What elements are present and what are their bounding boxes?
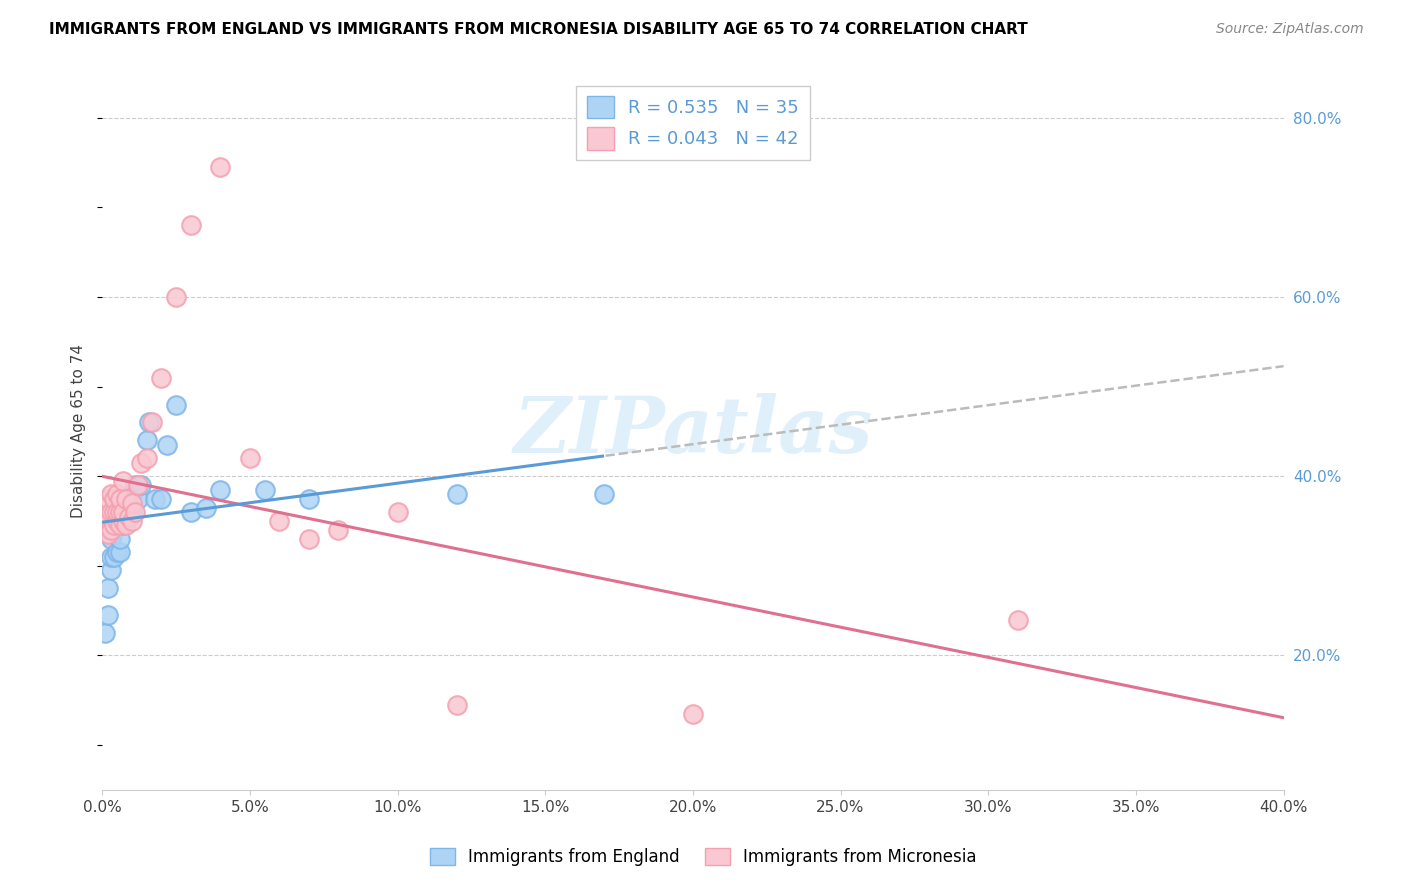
Point [97,509,120,524]
Point [209,160,232,174]
Point [118,509,141,524]
Point [129,456,152,470]
Point [100,523,122,537]
Legend: R = 0.535   N = 35, R = 0.043   N = 42: R = 0.535 N = 35, R = 0.043 N = 42 [576,86,810,161]
Point [94,509,117,524]
Point [328,523,350,537]
Point [121,496,143,510]
Point [111,514,134,528]
Point [135,451,157,466]
Point [593,487,616,501]
Point [111,518,134,533]
Point [97,527,120,541]
Point [180,505,202,519]
Point [145,491,167,506]
Y-axis label: Disability Age 65 to 74: Disability Age 65 to 74 [72,344,86,518]
Point [127,491,149,506]
Text: ZIPatlas: ZIPatlas [513,393,873,470]
Point [100,549,122,564]
Point [111,491,134,506]
Point [298,491,321,506]
Point [103,523,125,537]
Point [111,509,134,524]
Legend: Immigrants from England, Immigrants from Micronesia: Immigrants from England, Immigrants from… [423,841,983,873]
Point [156,438,179,452]
Point [180,219,202,233]
Point [115,518,138,533]
Point [129,478,152,492]
Point [253,483,276,497]
Point [105,545,128,559]
Point [97,581,120,595]
Point [121,514,143,528]
Point [97,608,120,623]
Point [165,290,187,304]
Point [100,505,122,519]
Point [446,698,468,712]
Point [105,514,128,528]
Point [150,491,173,506]
Point [100,487,122,501]
Point [111,474,134,488]
Point [194,500,217,515]
Point [165,398,187,412]
Point [111,505,134,519]
Point [108,532,131,546]
Point [103,505,125,519]
Point [446,487,468,501]
Point [239,451,262,466]
Point [298,532,321,546]
Point [118,496,141,510]
Point [127,478,149,492]
Point [124,505,146,519]
Text: Source: ZipAtlas.com: Source: ZipAtlas.com [1216,22,1364,37]
Point [124,478,146,492]
Point [269,514,291,528]
Point [105,505,128,519]
Point [97,491,120,506]
Point [387,505,409,519]
Point [138,416,160,430]
Point [150,370,173,384]
Point [108,491,131,506]
Point [682,706,704,721]
Point [115,500,138,515]
Point [100,563,122,577]
Point [141,416,163,430]
Text: IMMIGRANTS FROM ENGLAND VS IMMIGRANTS FROM MICRONESIA DISABILITY AGE 65 TO 74 CO: IMMIGRANTS FROM ENGLAND VS IMMIGRANTS FR… [49,22,1028,37]
Point [103,518,125,533]
Point [1007,613,1029,627]
Point [100,532,122,546]
Point [121,505,143,519]
Point [94,626,117,640]
Point [103,491,125,506]
Point [105,514,128,528]
Point [115,491,138,506]
Point [103,549,125,564]
Point [108,545,131,559]
Point [108,518,131,533]
Point [209,483,232,497]
Point [94,496,117,510]
Point [105,487,128,501]
Point [108,505,131,519]
Point [135,434,157,448]
Point [121,487,143,501]
